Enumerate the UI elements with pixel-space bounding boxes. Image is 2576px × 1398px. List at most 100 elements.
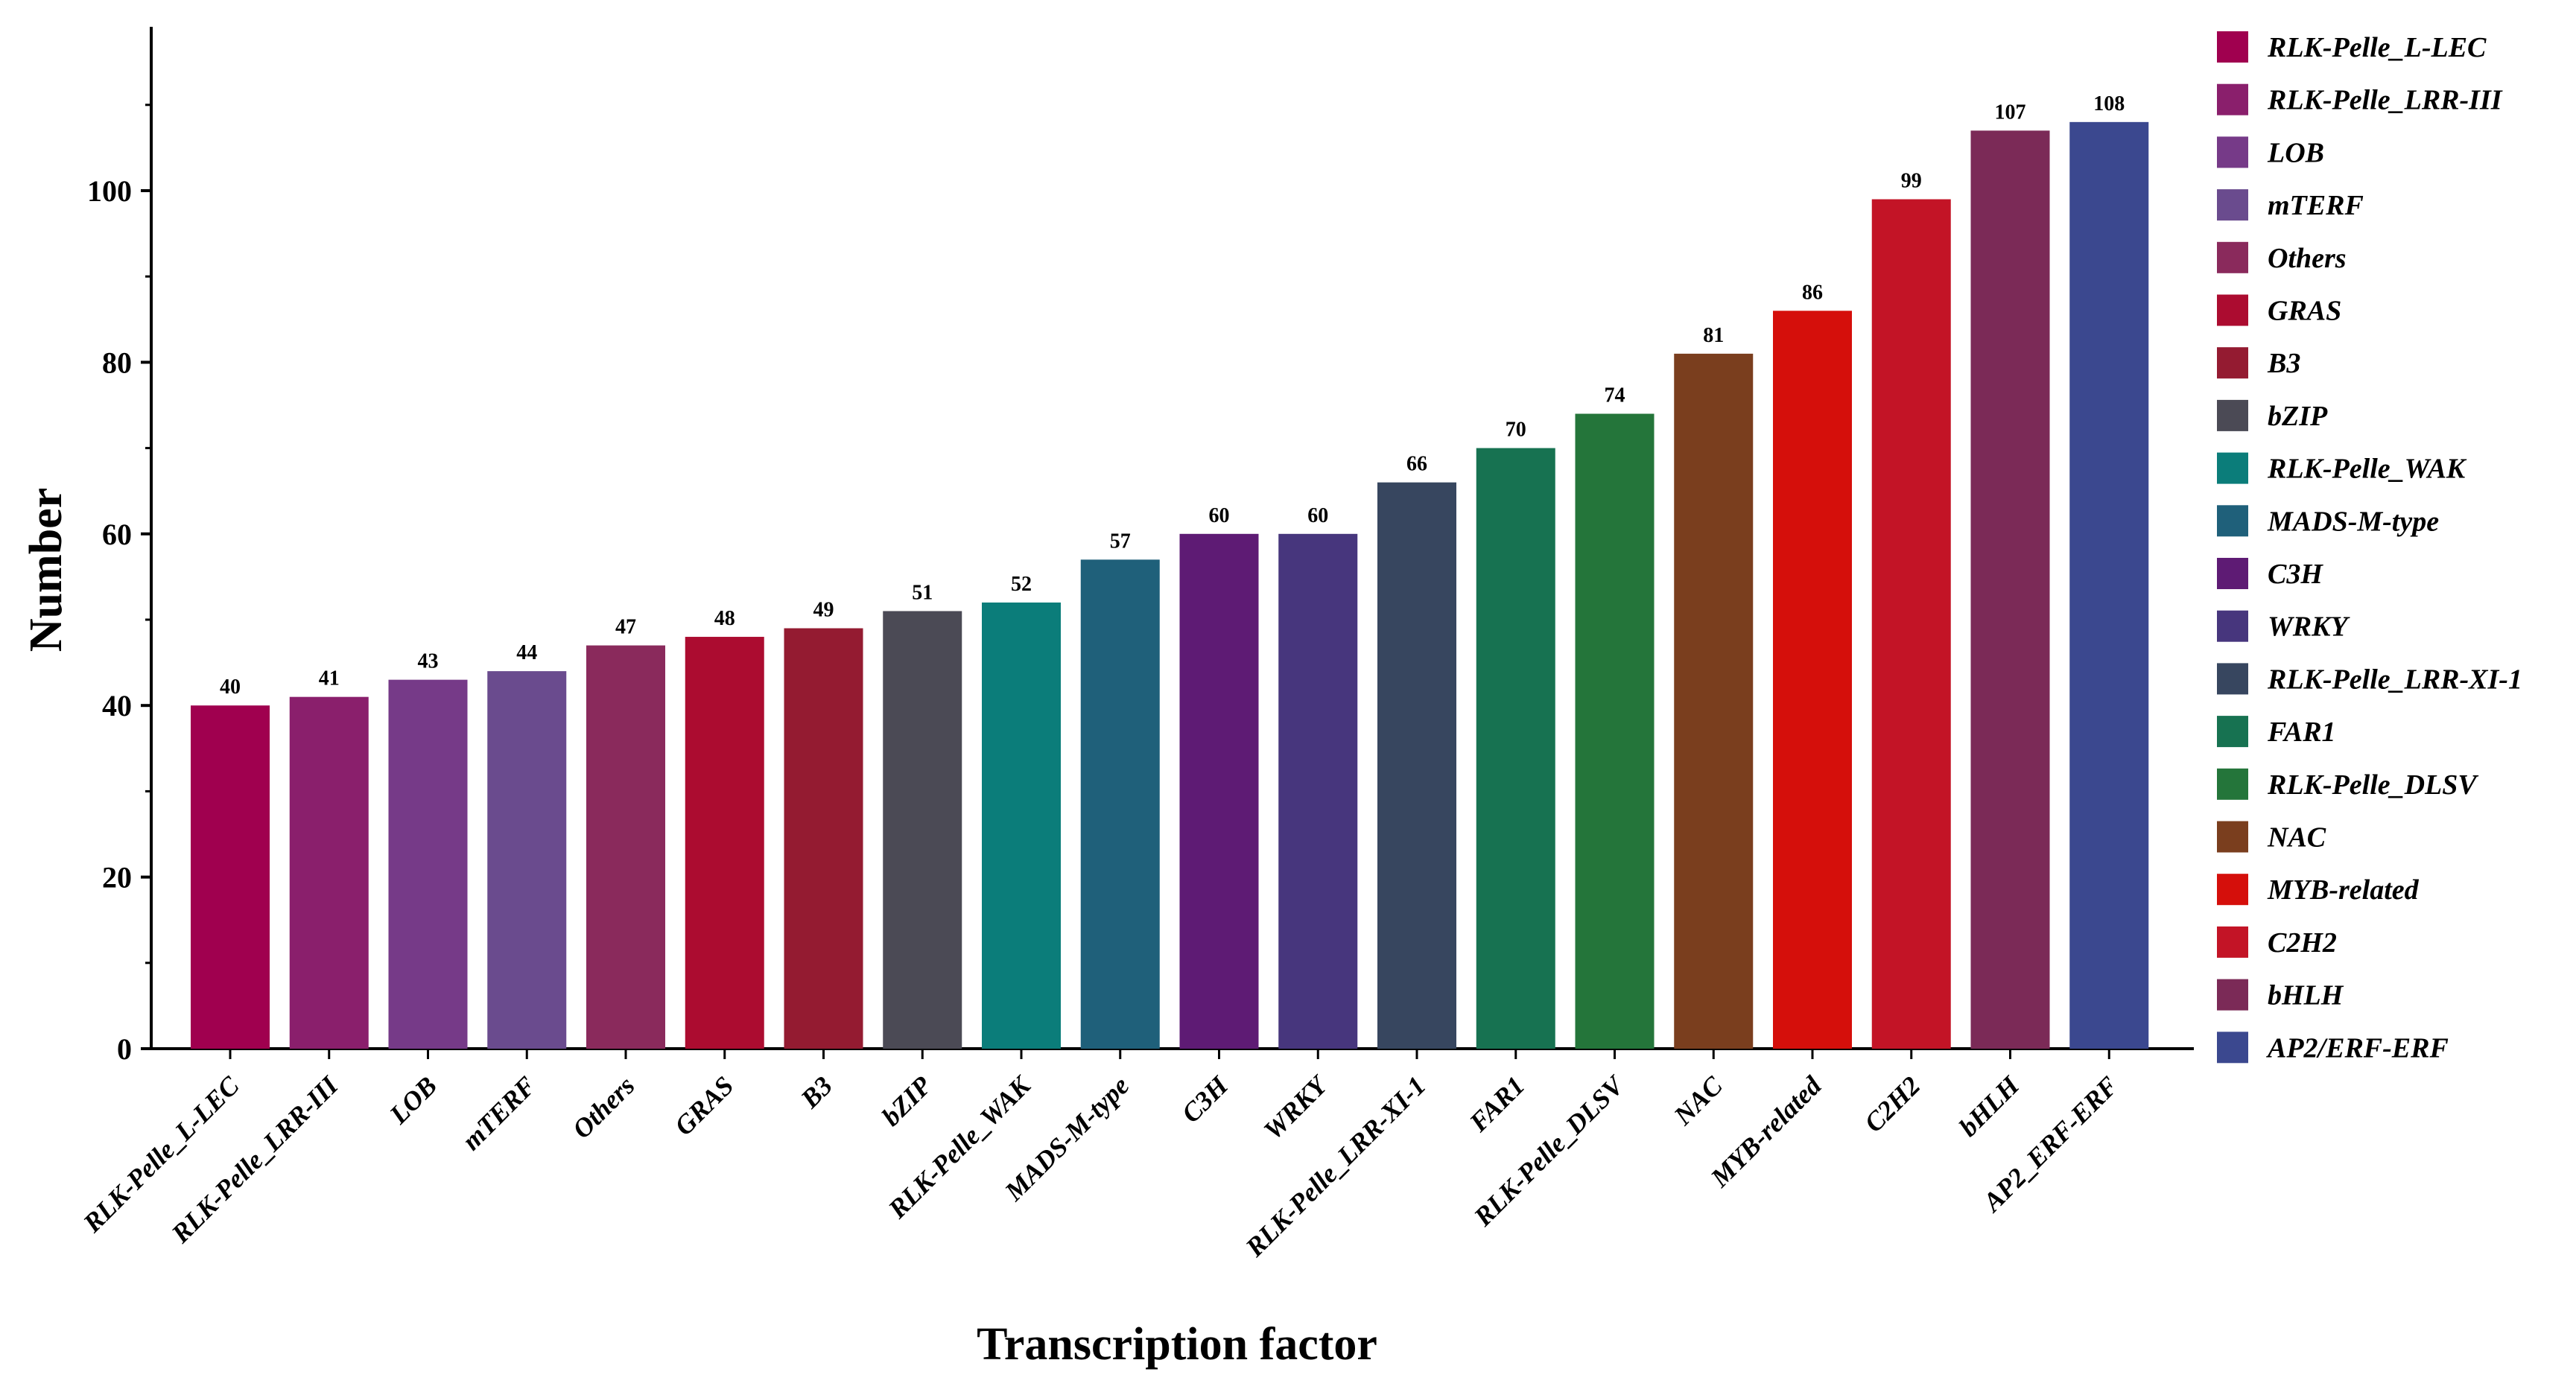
legend-swatch [2217,558,2248,589]
legend-swatch [2217,83,2248,115]
data-label: 48 [714,607,735,630]
legend: RLK-Pelle_L-LEC RLK-Pelle_LRR-III LOB mTERF… [2217,31,2522,1064]
bar [784,628,863,1049]
data-label: 74 [1605,384,1625,407]
data-label: 70 [1506,419,1526,442]
legend-swatch [2217,31,2248,63]
bar [1970,130,2050,1049]
bar [1080,559,1160,1049]
legend-label: mTERF [2268,190,2364,221]
bar [388,679,468,1049]
data-label: 47 [615,616,636,639]
bar [289,696,369,1049]
data-label: 44 [516,641,537,664]
data-label: 40 [220,676,241,699]
legend-label: NAC [2267,822,2326,854]
bar [1674,353,1754,1049]
legend-swatch [2217,399,2248,431]
bar [2069,121,2149,1049]
legend-label: B3 [2267,348,2300,379]
legend-swatch [2217,821,2248,853]
bar [1773,311,1852,1049]
data-label: 99 [1901,170,1922,193]
x-tick-label: WRKY [1257,1069,1334,1146]
bar [1377,482,1456,1049]
x-tick-label: mTERF [456,1070,542,1156]
data-label: 41 [319,667,340,690]
x-tick-label: Others [567,1070,641,1144]
legend-label: GRAS [2268,296,2341,327]
x-tick-label: C3H [1176,1070,1234,1128]
legend-label: RLK-Pelle_WAK [2267,454,2467,485]
legend-label: MYB-related [2267,874,2420,906]
bar [685,637,764,1049]
data-label: 81 [1703,324,1724,347]
legend-swatch [2217,136,2248,168]
bar [586,645,665,1049]
data-label: 66 [1406,453,1427,476]
legend-swatch [2217,347,2248,379]
legend-swatch [2217,979,2248,1011]
x-tick-label: C2H2 [1859,1070,1926,1138]
y-tick-label: 100 [87,174,132,208]
data-label: 108 [2093,92,2125,115]
legend-swatch [2217,189,2248,221]
bars [191,121,2149,1049]
legend-label: bZIP [2268,401,2328,432]
y-tick-label: 60 [102,518,132,551]
data-label: 86 [1802,281,1823,304]
legend-label: LOB [2267,137,2324,168]
data-labels: 40 41 43 44 47 48 49 51 52 57 60 60 66 70 74 81 86 99 107 1… [220,92,2125,699]
x-tick-label: bHLH [1953,1070,2025,1143]
legend-label: RLK-Pelle_L-LEC [2267,32,2487,63]
legend-swatch [2217,874,2248,906]
data-label: 43 [418,650,439,673]
bar [1476,448,1555,1049]
legend-label: RLK-Pelle_LRR-III [2267,85,2503,116]
legend-label: C2H2 [2268,927,2337,959]
legend-label: FAR1 [2267,717,2336,748]
y-tick-label: 80 [102,346,132,379]
x-tick-label: NAC [1668,1070,1729,1131]
y-tick-label: 20 [102,861,132,895]
data-label: 60 [1307,504,1328,527]
legend-swatch [2217,926,2248,958]
data-label: 52 [1011,573,1032,596]
legend-swatch [2217,241,2248,273]
legend-swatch [2217,1032,2248,1064]
legend-swatch [2217,294,2248,326]
legend-label: Others [2268,243,2347,274]
x-tick-label: FAR1 [1463,1070,1530,1137]
legend-swatch [2217,452,2248,484]
legend-label: bHLH [2268,980,2344,1011]
legend-label: RLK-Pelle_LRR-XI-1 [2267,664,2522,695]
y-tick-label: 0 [117,1032,132,1066]
x-tick-label: RLK-Pelle_LRR-XI-1 [1240,1070,1432,1262]
data-label: 49 [813,599,834,622]
legend-swatch [2217,768,2248,800]
bar [982,602,1061,1049]
bar [1278,533,1358,1049]
legend-label: AP2/ERF-ERF [2266,1032,2449,1064]
legend-swatch [2217,716,2248,748]
bar [1575,413,1655,1049]
x-tick-label: GRAS [669,1070,740,1141]
x-tick-label: LOB [383,1070,442,1130]
data-label: 107 [1995,101,2026,124]
data-label: 51 [912,581,933,604]
data-label: 57 [1110,530,1131,553]
data-label: 60 [1209,504,1230,527]
legend-swatch [2217,610,2248,642]
bar [883,611,962,1049]
x-tick-label: RLK-Pelle_LRR-III [165,1070,345,1249]
x-axis-title: Transcription factor [977,1319,1377,1370]
x-tick-label: B3 [794,1070,838,1114]
legend-label: C3H [2268,559,2323,590]
legend-swatch [2217,663,2248,695]
y-tick-label: 40 [102,689,132,722]
bar [1179,533,1259,1049]
x-tick-label: bZIP [876,1070,938,1132]
